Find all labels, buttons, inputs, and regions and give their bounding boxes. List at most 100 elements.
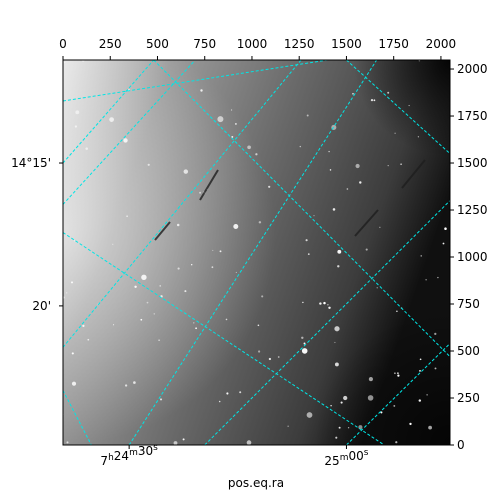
star: [340, 401, 343, 404]
top-axis-tick-label: 2000: [426, 37, 457, 51]
star: [367, 395, 374, 401]
top-axis-tick-label: 1500: [331, 37, 362, 51]
star: [376, 287, 378, 289]
star: [268, 185, 271, 188]
grid-line: [204, 200, 450, 445]
star: [71, 352, 74, 355]
right-axis-tick-label: 1000: [457, 250, 488, 264]
star: [287, 425, 289, 427]
top-axis-tick-label: 1250: [284, 37, 315, 51]
streak: [154, 221, 171, 241]
star: [159, 398, 163, 401]
right-axis-tick-label: 1250: [457, 203, 488, 217]
star: [109, 117, 114, 122]
star: [64, 61, 66, 63]
star: [330, 405, 332, 407]
star: [394, 372, 396, 375]
star: [176, 223, 180, 227]
star: [299, 145, 301, 148]
star: [337, 265, 340, 268]
star: [323, 301, 326, 305]
star: [307, 253, 310, 255]
star: [71, 381, 77, 386]
star: [393, 404, 396, 407]
ra-axis: 7h24m30s 25m00s: [100, 443, 368, 468]
star: [334, 362, 339, 367]
right-axis-tick-label: 750: [457, 297, 480, 311]
star: [123, 138, 128, 143]
star: [226, 392, 229, 395]
star: [182, 438, 185, 441]
star: [71, 281, 73, 284]
star: [85, 147, 88, 150]
star: [74, 125, 77, 128]
x-axis-title: pos.eq.ra: [228, 476, 284, 490]
star: [218, 400, 221, 403]
star: [419, 358, 422, 361]
streak: [199, 169, 219, 201]
star: [258, 350, 261, 353]
star: [338, 426, 341, 429]
star: [306, 114, 309, 117]
star: [437, 276, 439, 279]
star: [409, 422, 412, 426]
grid-line: [128, 60, 378, 445]
star: [133, 381, 136, 384]
star: [183, 169, 189, 174]
star: [193, 322, 195, 324]
star: [217, 116, 224, 123]
star: [418, 399, 422, 402]
star: [400, 163, 402, 166]
star: [255, 153, 258, 156]
star: [159, 285, 161, 287]
star: [327, 304, 329, 306]
star: [134, 285, 137, 289]
star: [425, 279, 427, 281]
star: [257, 324, 260, 327]
star: [212, 249, 214, 251]
star-field: [63, 60, 447, 445]
star: [387, 91, 390, 94]
plot-area: [62, 59, 451, 446]
star: [195, 327, 197, 330]
star: [355, 163, 360, 169]
star: [211, 266, 214, 269]
grid-line: [63, 390, 92, 445]
star: [334, 326, 340, 332]
star: [428, 425, 432, 430]
dec-axis-tick-label: 20': [32, 299, 51, 313]
star: [124, 384, 128, 387]
star: [444, 227, 447, 230]
plot-frame: [62, 59, 451, 446]
top-axis-tick-label: 1000: [237, 37, 268, 51]
star: [442, 242, 445, 245]
star: [434, 367, 437, 370]
star: [219, 250, 222, 253]
right-pixel-axis: 0 250 500 750 1000 1250 1500 1750 2000: [450, 62, 488, 452]
star: [147, 163, 150, 166]
star: [112, 243, 114, 245]
star: [329, 169, 332, 171]
grid-line: [346, 60, 450, 154]
star: [146, 301, 149, 304]
top-axis-tick-label: 250: [99, 37, 122, 51]
star: [82, 324, 85, 328]
top-pixel-axis: 0 250 500 750 1000 1250 1500 1750 2000: [59, 37, 456, 60]
right-axis-tick-label: 2000: [457, 62, 488, 76]
star: [343, 395, 348, 401]
top-axis-tick-label: 0: [59, 37, 67, 51]
star: [346, 188, 349, 190]
star: [302, 301, 304, 304]
star: [225, 318, 228, 321]
top-axis-tick-label: 750: [193, 37, 216, 51]
streak: [354, 209, 379, 237]
star: [313, 215, 315, 217]
star: [396, 372, 399, 375]
star: [140, 318, 143, 321]
star: [417, 136, 420, 138]
star: [365, 248, 368, 251]
star: [184, 290, 187, 293]
star: [301, 348, 308, 354]
star: [328, 150, 330, 153]
